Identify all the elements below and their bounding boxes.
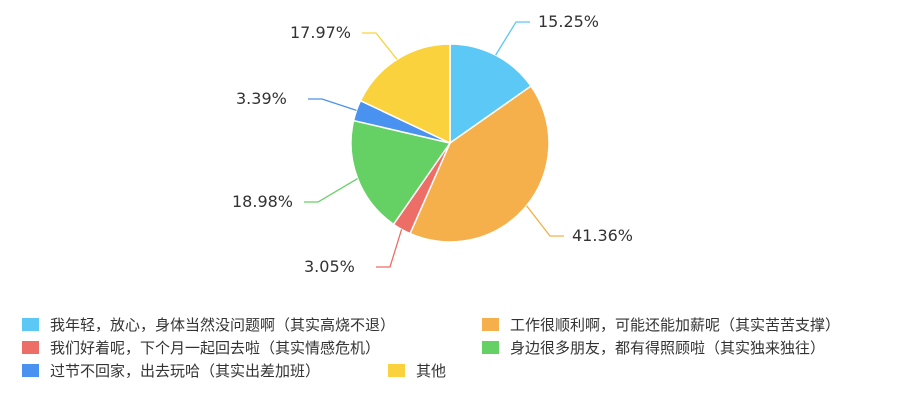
leader-line-0: [495, 21, 530, 56]
leader-line-4: [308, 98, 357, 112]
legend-swatch: [482, 318, 499, 331]
leader-line-3: [304, 178, 358, 203]
legend-item-0[interactable]: 我年轻，放心，身体当然没问题啊（其实高烧不退）: [22, 314, 395, 335]
legend-item-3[interactable]: 身边很多朋友，都有得照顾啦（其实独来独往）: [482, 337, 825, 358]
legend-swatch: [22, 318, 39, 331]
leader-line-1: [526, 205, 564, 237]
pie-chart: 15.25% 41.36% 3.05% 18.98% 3.39% 17.97%: [232, 12, 633, 276]
legend-label: 过节不回家，出去玩哈（其实出差加班）: [50, 362, 321, 380]
legend-swatch: [22, 341, 39, 354]
legend-label: 其他: [416, 362, 447, 380]
legend-label: 我年轻，放心，身体当然没问题啊（其实高烧不退）: [50, 316, 396, 334]
legend-item-2[interactable]: 我们好着呢，下个月一起回去啦（其实情感危机）: [22, 337, 380, 358]
slice-label-1: 41.36%: [572, 226, 633, 245]
legend-item-1[interactable]: 工作很顺利啊，可能还能加薪呢（其实苦苦支撑）: [482, 314, 840, 335]
legend-item-4[interactable]: 过节不回家，出去玩哈（其实出差加班）: [22, 360, 320, 381]
leader-line-2: [376, 229, 403, 268]
legend-label: 我们好着呢，下个月一起回去啦（其实情感危机）: [50, 339, 381, 357]
slice-label-0: 15.25%: [538, 12, 599, 31]
legend-label: 身边很多朋友，都有得照顾啦（其实独来独往）: [510, 339, 826, 357]
slice-label-3: 18.98%: [232, 192, 293, 211]
slice-label-2: 3.05%: [304, 257, 355, 276]
slice-label-5: 17.97%: [290, 23, 351, 42]
legend-label: 工作很顺利啊，可能还能加薪呢（其实苦苦支撑）: [510, 316, 841, 334]
pie-slice-1[interactable]: [409, 85, 550, 243]
legend-swatch: [388, 364, 405, 377]
leader-line-5: [362, 32, 398, 60]
pie-slice-3[interactable]: [350, 119, 452, 226]
legend-swatch: [482, 341, 499, 354]
legend-item-5[interactable]: 其他: [388, 360, 446, 381]
slice-label-4: 3.39%: [236, 89, 287, 108]
legend-swatch: [22, 364, 39, 377]
pie-slice-0[interactable]: [449, 43, 533, 145]
